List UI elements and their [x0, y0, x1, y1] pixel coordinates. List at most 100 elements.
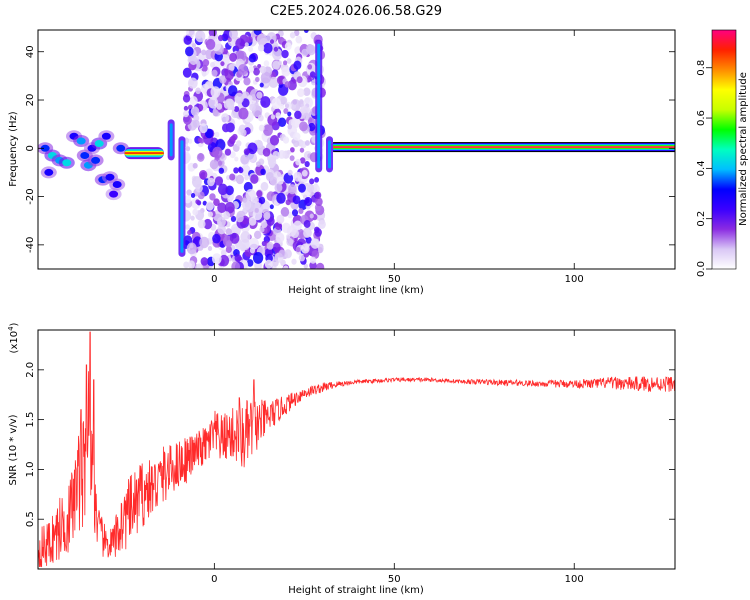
spectrogram-heatmap	[38, 30, 675, 269]
heatmap-cell	[298, 100, 305, 108]
heatmap-cell	[260, 96, 271, 108]
heatmap-cell	[269, 39, 275, 44]
heatmap-blob	[44, 168, 54, 176]
x-tick-label: 100	[565, 274, 584, 285]
multiplier-base: (x10	[9, 331, 20, 354]
heatmap-cell	[248, 46, 254, 52]
heatmap-cell	[291, 258, 297, 265]
heatmap-cell	[286, 58, 292, 64]
heatmap-cell	[185, 146, 191, 152]
heatmap-cell	[217, 202, 227, 214]
heatmap-cell	[276, 192, 286, 204]
snr-plot: 0 50 100 0.5 1.0 1.5 2.0 Height of straight l…	[7, 322, 676, 596]
heatmap-cell	[203, 218, 213, 230]
heatmap-cell	[299, 157, 306, 164]
colorbar-tick-label: 0.6	[696, 110, 707, 126]
heatmap-cell	[291, 209, 299, 217]
heatmap-cell	[255, 140, 263, 149]
heatmap-cell	[309, 261, 317, 269]
heatmap-cell	[225, 240, 233, 248]
heatmap-cell	[187, 230, 192, 236]
heatmap-cell	[275, 232, 285, 243]
heatmap-cell	[296, 76, 303, 84]
heatmap-cell	[287, 184, 297, 195]
heatmap-cell	[224, 201, 235, 214]
heatmap-cell	[260, 71, 272, 84]
heatmap-cell	[292, 78, 297, 84]
heatmap-cell	[207, 211, 214, 218]
heatmap-cell	[189, 55, 198, 66]
heatmap-cell	[240, 231, 251, 243]
heatmap-cell	[267, 157, 277, 167]
heatmap-cell	[266, 32, 277, 44]
heatmap-cell	[283, 265, 289, 269]
heatmap-cell	[214, 176, 224, 186]
heatmap-cell	[258, 124, 265, 132]
heatmap-cell	[218, 167, 225, 174]
heatmap-cell	[260, 181, 269, 191]
heatmap-cell	[226, 122, 235, 133]
heatmap-cell	[214, 131, 220, 138]
heatmap-cell	[221, 113, 230, 123]
heatmap-cell	[196, 152, 205, 162]
heatmap-cell	[225, 245, 232, 254]
heatmap-cell	[272, 242, 281, 253]
heatmap-cell	[301, 169, 308, 177]
heatmap-cell	[298, 183, 306, 193]
heatmap-cell	[235, 50, 245, 61]
heatmap-cell	[278, 249, 286, 258]
heatmap-cell	[303, 263, 309, 269]
heatmap-cell	[312, 184, 320, 194]
heatmap-cell	[290, 116, 301, 129]
heatmap-cell	[209, 193, 216, 201]
heatmap-cell	[220, 249, 227, 257]
heatmap-cell	[187, 77, 198, 89]
snr-y-label: SNR (10 * v/v)	[8, 414, 19, 485]
heatmap-cell	[314, 176, 320, 183]
heatmap-cell	[259, 82, 264, 88]
heatmap-cell	[197, 219, 206, 229]
heatmap-tone-early	[124, 152, 164, 155]
heatmap-cell	[259, 65, 267, 74]
heatmap-cell	[301, 48, 309, 57]
heatmap-cell	[309, 256, 317, 264]
heatmap-cell	[293, 132, 301, 141]
heatmap-cell	[247, 95, 253, 102]
heatmap-cell	[199, 236, 210, 249]
heatmap-cell	[208, 97, 219, 109]
heatmap-cell	[228, 63, 235, 71]
heatmap-cell	[238, 64, 248, 76]
heatmap-cell	[304, 140, 310, 146]
heatmap-cell	[300, 243, 310, 254]
heatmap-cell	[195, 87, 201, 95]
heatmap-cell	[259, 226, 265, 233]
snr-x-axis: 0 50 100	[211, 330, 584, 585]
heatmap-blob	[109, 190, 119, 198]
heatmap-cell	[275, 112, 281, 119]
colorbar-tick-label: 0.4	[696, 160, 707, 176]
x-tick-label: 50	[388, 274, 401, 285]
y-tick-label: 0	[25, 145, 36, 151]
heatmap-cell	[182, 110, 189, 118]
heatmap-cell	[258, 196, 266, 205]
heatmap-cell	[293, 140, 300, 148]
heatmap-cell	[236, 140, 242, 147]
heatmap-cell	[272, 48, 283, 61]
heatmap-cell	[270, 114, 276, 120]
heatmap-cell	[266, 241, 274, 250]
heatmap-cell	[304, 97, 310, 104]
heatmap-cell	[202, 59, 210, 67]
heatmap-cell	[229, 173, 236, 181]
heatmap-transient-core	[317, 43, 321, 169]
heatmap-cell	[195, 183, 203, 193]
figure-title: C2E5.2024.026.06.58.G29	[270, 4, 442, 19]
heatmap-cell	[303, 87, 311, 97]
heatmap-transient-core	[328, 140, 332, 169]
heatmap-cell	[310, 238, 320, 249]
y-tick-label: 2.0	[25, 362, 36, 378]
heatmap-cell	[195, 263, 204, 269]
heatmap-cell	[249, 103, 256, 112]
heatmap-cell	[257, 114, 264, 122]
heatmap-cell	[225, 228, 232, 236]
heatmap-cell	[199, 170, 208, 180]
